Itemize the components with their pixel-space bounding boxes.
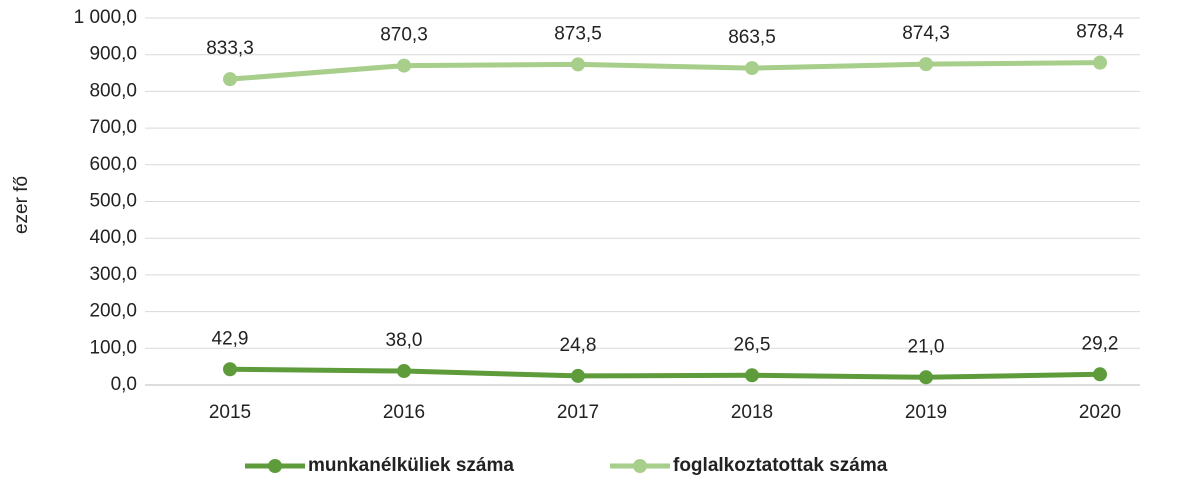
y-axis-label: ezer fő: [11, 176, 32, 234]
x-tick-label: 2015: [209, 402, 251, 423]
data-label: 878,4: [1076, 22, 1124, 43]
y-tick-label: 200,0: [89, 301, 137, 322]
data-label: 26,5: [734, 334, 771, 355]
series-line: [229, 366, 1101, 380]
data-point: [745, 61, 759, 76]
data-label: 873,5: [554, 23, 602, 44]
legend-label: foglalkoztatottak száma: [673, 455, 888, 476]
x-tick-label: 2016: [383, 402, 425, 423]
y-tick-label: 700,0: [89, 117, 137, 138]
y-tick-label: 400,0: [89, 227, 137, 248]
data-label: 24,8: [560, 335, 597, 356]
data-point: [223, 362, 237, 377]
series-line: [229, 60, 1101, 82]
data-label: 863,5: [728, 27, 776, 48]
data-point: [223, 72, 237, 87]
data-point: [1093, 367, 1107, 382]
x-tick-label: 2020: [1079, 402, 1121, 423]
x-tick-label: 2017: [557, 402, 599, 423]
y-tick-label: 1 000,0: [74, 7, 137, 28]
legend-marker: [633, 459, 647, 473]
y-tick-label: 0,0: [111, 374, 137, 395]
y-tick-label: 300,0: [89, 264, 137, 285]
data-label: 29,2: [1082, 333, 1119, 354]
legend-marker: [268, 459, 282, 473]
y-tick-label: 100,0: [89, 337, 137, 358]
data-point: [919, 370, 933, 385]
y-tick-label: 800,0: [89, 80, 137, 101]
data-point: [571, 57, 585, 72]
legend-label: munkanélküliek száma: [308, 455, 514, 476]
data-label: 21,0: [908, 336, 945, 357]
data-label: 874,3: [902, 23, 950, 44]
data-label: 38,0: [386, 330, 423, 351]
data-label: 833,3: [206, 38, 254, 59]
x-tick-label: 2019: [905, 402, 947, 423]
data-label: 42,9: [212, 328, 249, 349]
data-point: [1093, 55, 1107, 70]
data-point: [745, 368, 759, 383]
data-label: 870,3: [380, 25, 428, 46]
data-point: [571, 368, 585, 383]
y-tick-label: 600,0: [89, 154, 137, 175]
x-tick-label: 2018: [731, 402, 773, 423]
data-point: [397, 58, 411, 73]
data-point: [919, 57, 933, 72]
data-point: [397, 364, 411, 379]
y-tick-label: 500,0: [89, 191, 137, 212]
y-tick-label: 900,0: [89, 44, 137, 65]
